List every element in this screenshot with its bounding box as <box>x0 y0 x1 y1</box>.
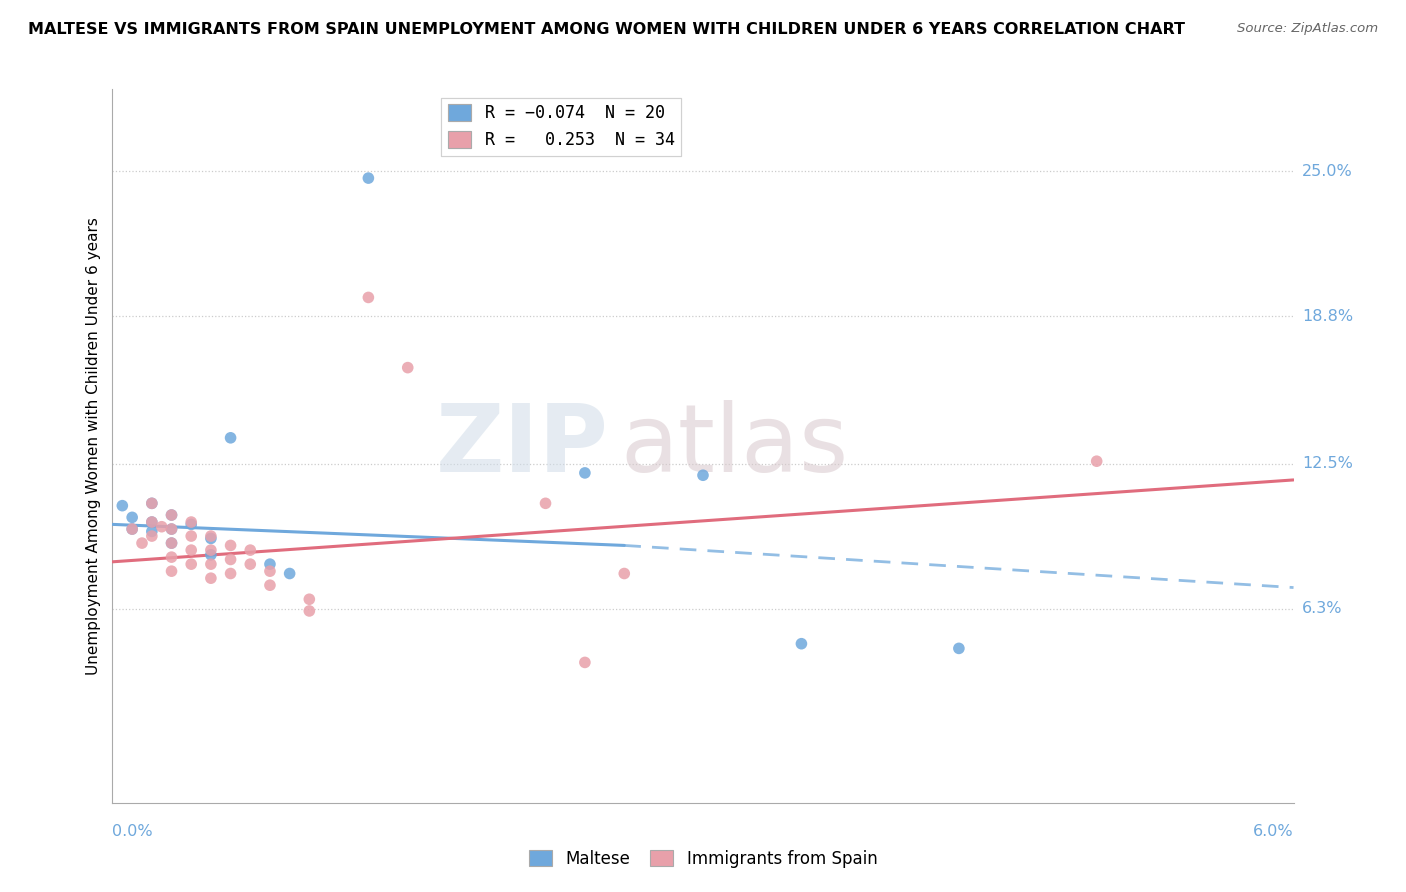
Point <box>141 496 163 510</box>
Point <box>141 529 163 543</box>
Point <box>121 522 143 536</box>
Point <box>160 522 183 536</box>
Text: 25.0%: 25.0% <box>1302 163 1353 178</box>
Point <box>239 557 262 571</box>
Point <box>180 557 202 571</box>
Point <box>298 592 321 607</box>
Y-axis label: Unemployment Among Women with Children Under 6 years: Unemployment Among Women with Children U… <box>86 217 101 675</box>
Point <box>200 543 222 558</box>
Point <box>141 496 163 510</box>
Point <box>131 536 153 550</box>
Point <box>160 508 183 522</box>
Point <box>219 566 242 581</box>
Point <box>219 538 242 552</box>
Point <box>160 522 183 536</box>
Point <box>180 517 202 532</box>
Point <box>259 557 281 571</box>
Point <box>160 536 183 550</box>
Point <box>200 548 222 562</box>
Point <box>150 519 173 533</box>
Point <box>396 360 419 375</box>
Text: 18.8%: 18.8% <box>1302 309 1353 324</box>
Text: Source: ZipAtlas.com: Source: ZipAtlas.com <box>1237 22 1378 36</box>
Point <box>219 552 242 566</box>
Point <box>111 499 134 513</box>
Point <box>180 529 202 543</box>
Text: 6.3%: 6.3% <box>1302 601 1343 616</box>
Point <box>534 496 557 510</box>
Point <box>790 637 813 651</box>
Point <box>180 543 202 558</box>
Point <box>160 550 183 565</box>
Point <box>160 536 183 550</box>
Point <box>121 522 143 536</box>
Point <box>613 566 636 581</box>
Point <box>219 431 242 445</box>
Point <box>357 171 380 186</box>
Point <box>141 524 163 539</box>
Point <box>200 557 222 571</box>
Point <box>278 566 301 581</box>
Point <box>1085 454 1108 468</box>
Text: MALTESE VS IMMIGRANTS FROM SPAIN UNEMPLOYMENT AMONG WOMEN WITH CHILDREN UNDER 6 : MALTESE VS IMMIGRANTS FROM SPAIN UNEMPLO… <box>28 22 1185 37</box>
Text: atlas: atlas <box>620 400 849 492</box>
Point <box>200 529 222 543</box>
Point <box>239 543 262 558</box>
Point <box>121 510 143 524</box>
Point <box>574 656 596 670</box>
Point <box>160 508 183 522</box>
Point <box>259 564 281 578</box>
Text: 0.0%: 0.0% <box>112 824 153 839</box>
Text: ZIP: ZIP <box>436 400 609 492</box>
Point <box>160 564 183 578</box>
Legend: Maltese, Immigrants from Spain: Maltese, Immigrants from Spain <box>522 844 884 875</box>
Point <box>141 515 163 529</box>
Point <box>200 571 222 585</box>
Point <box>574 466 596 480</box>
Text: 6.0%: 6.0% <box>1253 824 1294 839</box>
Point <box>298 604 321 618</box>
Point <box>141 515 163 529</box>
Point <box>259 578 281 592</box>
Text: 12.5%: 12.5% <box>1302 456 1353 471</box>
Point <box>692 468 714 483</box>
Point <box>200 532 222 546</box>
Legend: R = −0.074  N = 20, R =   0.253  N = 34: R = −0.074 N = 20, R = 0.253 N = 34 <box>441 97 682 155</box>
Point <box>948 641 970 656</box>
Point <box>180 515 202 529</box>
Point <box>357 290 380 304</box>
